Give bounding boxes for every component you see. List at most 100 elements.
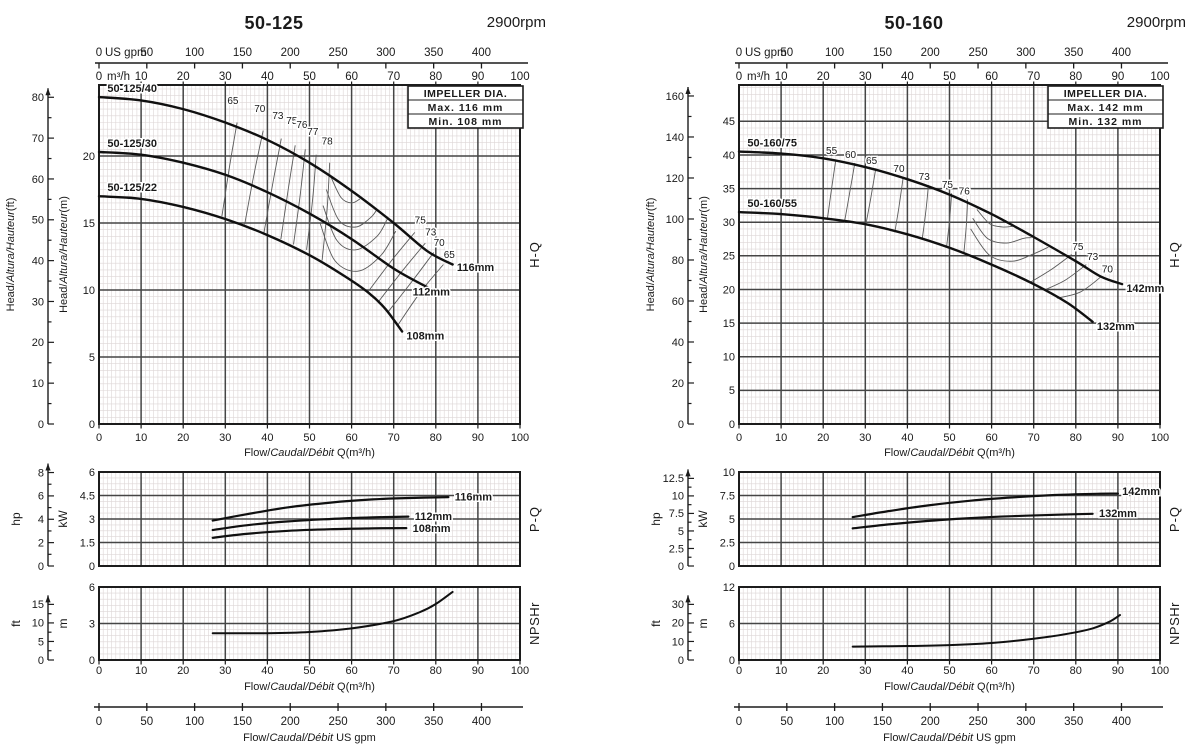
m3h-tick-label: 60 [345,71,358,83]
pump-curve-132mm [737,210,1094,323]
x-tick-label: 30 [859,665,871,677]
x-tick-label: 0 [96,432,102,444]
curve-name-label: 50-160/55 [747,198,797,210]
kw-tick-label: 5 [729,514,735,526]
head-ft-axis-title: Head/Altura/Hauteur(ft) [5,198,17,312]
npshr-side-label: NPSHr [1167,602,1182,645]
npshr-ft-tick-label: 0 [38,655,44,667]
efficiency-contour [280,145,296,240]
hp-tick-label: 4 [38,514,44,526]
hp-tick-label: 2 [38,537,44,549]
gpm-tick-label: 50 [780,47,793,59]
head-m-tick-label: 20 [83,151,95,163]
impeller-dia-label: 116mm [457,262,495,274]
hp-tick-label: 0 [38,561,44,573]
head-ft-tick-label: 20 [672,378,684,390]
head-ft-axis-title: Head/Altura/Hauteur(ft) [645,198,657,312]
x-tick-label: 0 [736,432,742,444]
efficiency-contour [970,228,1049,262]
kw-tick-label: 3 [89,514,95,526]
head-m-tick-label: 0 [729,419,735,431]
efficiency-contour [244,130,264,225]
flow-gpm-axis-title: Flow/Caudal/Débit US gpm [243,732,376,744]
impeller-dia-label: 132mm [1099,508,1137,520]
head-m-tick-label: 25 [723,251,735,263]
head-ft-tick-label: 0 [678,419,684,431]
rpm-label: 2900rpm [1126,14,1186,31]
m3h-tick-label: 50 [943,71,956,83]
head-m-tick-label: 45 [723,116,735,128]
gpm-tick-label: 150 [233,716,252,728]
x-tick-label: 50 [303,665,315,677]
efficiency-contour [306,154,317,250]
m3h-tick-label: 0 [736,71,742,83]
efficiency-label: 77 [307,127,319,138]
x-tick-label: 100 [511,432,529,444]
head-m-tick-label: 35 [723,183,735,195]
npshr-m-tick-label: 12 [723,582,735,594]
npshr-ft-tick-label: 30 [672,599,684,611]
gpm-tick-label: 100 [825,47,844,59]
gpm-tick-label: 150 [873,47,892,59]
kw-axis-title: kW [696,510,710,528]
m3h-tick-label: 80 [1069,71,1082,83]
npshr-ft-tick-label: 0 [678,655,684,667]
x-tick-label: 20 [177,665,189,677]
efficiency-contour [325,189,378,228]
head-m-tick-label: 5 [729,385,735,397]
head-m-axis-title: Head/Altura/Hauteur(m) [58,196,70,313]
efficiency-contour [321,162,331,261]
npshr-m-tick-label: 0 [729,655,735,667]
efficiency-label: 73 [425,227,437,238]
kw-tick-label: 7.5 [720,490,735,502]
x-tick-label: 30 [219,432,231,444]
head-ft-tick-label: 60 [32,174,44,186]
impeller-box-min: Min. 132 mm [1068,116,1142,128]
efficiency-contour [322,205,388,251]
flow-gpm-axis-title: Flow/Caudal/Débit US gpm [883,732,1016,744]
efficiency-contour [293,149,306,245]
efficiency-contour [972,217,1032,244]
x-tick-label: 50 [943,665,955,677]
axis-arrow-icon [685,469,691,477]
x-tick-label: 70 [1028,665,1040,677]
hp-tick-label: 12.5 [663,473,684,485]
m3h-tick-label: 100 [1150,71,1169,83]
flow-axis-title: Flow/Caudal/Débit Q(m³/h) [244,681,375,693]
efficiency-label: 76 [959,186,971,197]
gpm-tick-label: 50 [780,716,793,728]
m3h-tick-label: 60 [985,71,998,83]
head-ft-tick-label: 120 [666,173,684,185]
npshr-ft-tick-label: 20 [672,618,684,630]
gpm-tick-label: 400 [1112,47,1131,59]
m3h-tick-label: 20 [817,71,830,83]
kw-axis-title: kW [56,510,70,528]
curve-name-label: 50-125/40 [107,83,157,95]
efficiency-contour [319,222,397,272]
gpm-tick-label: 400 [1112,716,1131,728]
npshr-side-label: NPSHr [527,602,542,645]
head-m-tick-label: 15 [83,218,95,230]
impeller-dia-label: 108mm [406,331,444,343]
gpm-tick-label: 400 [472,716,491,728]
hp-tick-label: 0 [678,561,684,573]
m3h-tick-label: 50 [303,71,316,83]
pq-border [738,471,1161,567]
npshr-major-grid [99,587,520,660]
x-tick-label: 40 [901,432,913,444]
gpm-tick-label: 100 [185,47,204,59]
head-m-tick-label: 20 [723,284,735,296]
gpm-tick-label: 100 [825,716,844,728]
efficiency-label: 65 [227,96,239,107]
efficiency-label: 70 [1102,264,1114,275]
pq-side-label: P-Q [527,506,542,532]
m3h-tick-label: 90 [472,71,485,83]
x-tick-label: 0 [96,665,102,677]
kw-tick-label: 4.5 [80,490,95,502]
kw-tick-label: 1.5 [80,537,95,549]
x-tick-label: 80 [1070,665,1082,677]
pq-side-label: P-Q [1167,506,1182,532]
m3h-tick-label: 90 [1112,71,1125,83]
head-ft-tick-label: 60 [672,296,684,308]
